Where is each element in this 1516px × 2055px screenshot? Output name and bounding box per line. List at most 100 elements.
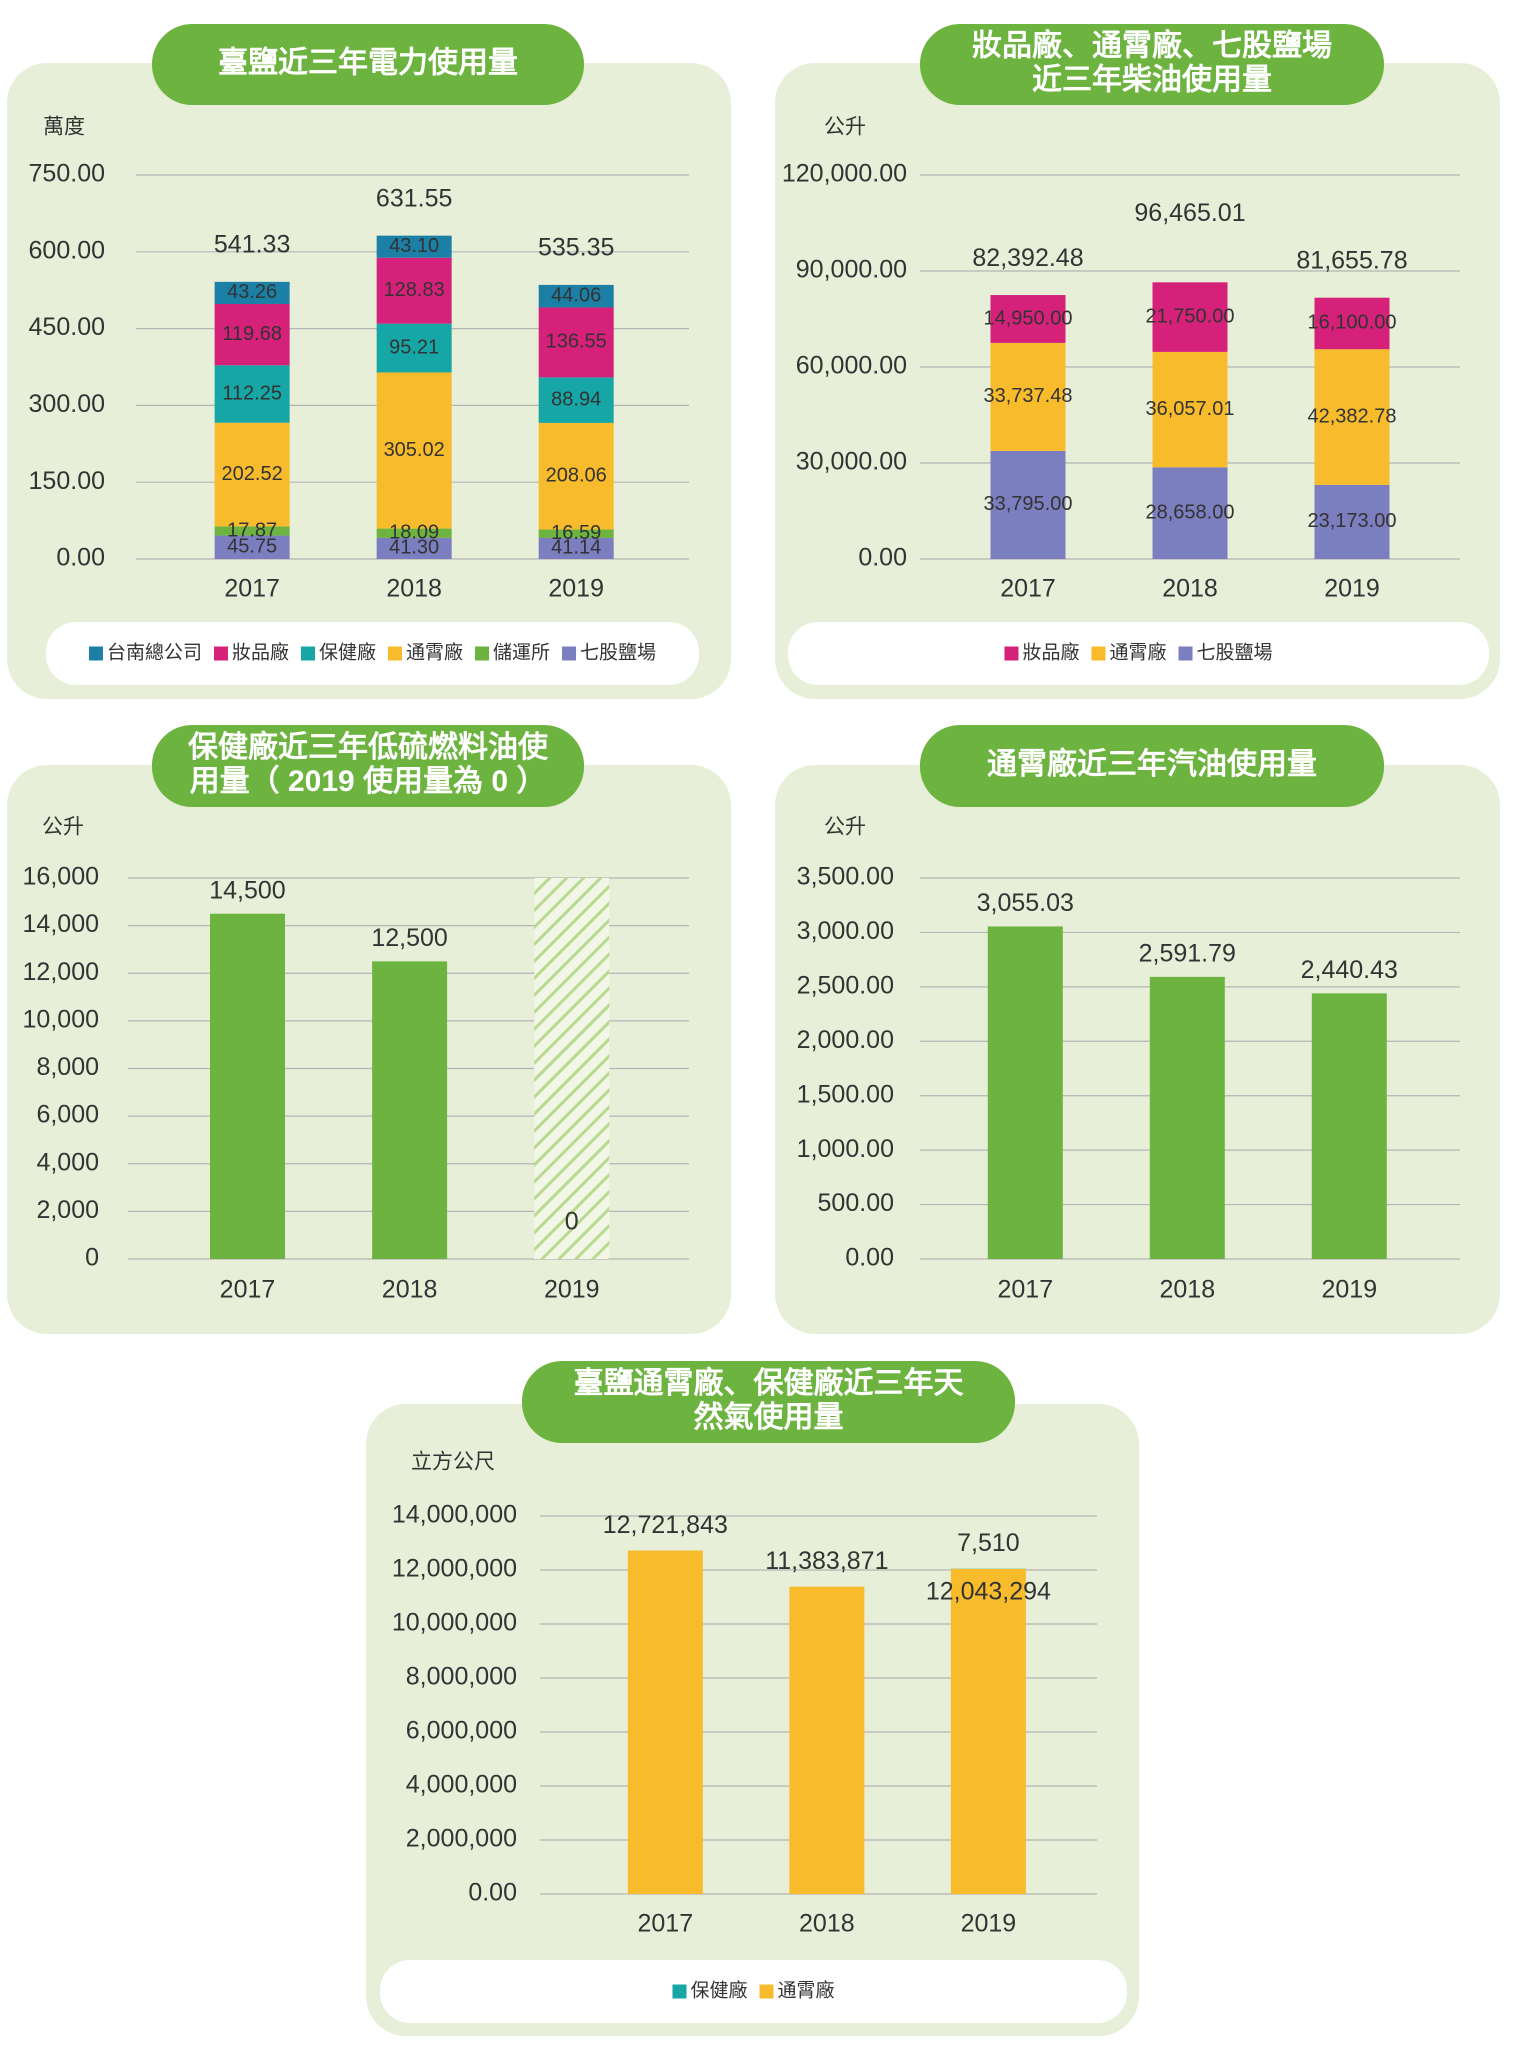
legend-box — [46, 622, 699, 685]
y-tick-label: 4,000,000 — [406, 1771, 517, 1799]
y-axis-label: 公升 — [824, 116, 866, 139]
bar-segment — [214, 535, 290, 559]
legend-swatch — [475, 646, 490, 661]
data-label: 43.10 — [389, 235, 439, 257]
data-label: 41.14 — [551, 537, 601, 559]
x-tick-label: 2019 — [544, 1276, 600, 1304]
data-label: 18.09 — [389, 522, 439, 544]
total-label: 81,655.78 — [1296, 246, 1407, 274]
bar-segment — [214, 526, 290, 536]
y-tick-label: 4,000 — [36, 1148, 99, 1176]
bar — [1311, 993, 1387, 1259]
y-tick-label: 8,000,000 — [406, 1663, 517, 1691]
bar-segment — [376, 372, 452, 529]
panel — [775, 63, 1500, 699]
x-tick-label: 2018 — [386, 575, 442, 603]
legend-label: 儲運所 — [493, 642, 550, 664]
y-tick-label: 14,000 — [23, 910, 99, 938]
data-label: 136.55 — [546, 331, 607, 353]
y-tick-label: 10,000 — [23, 1005, 99, 1033]
empty-bar-hatch — [534, 878, 610, 1259]
bar-segment — [376, 528, 452, 538]
panel — [366, 1404, 1139, 2036]
data-label: 202.52 — [222, 463, 283, 485]
bar-segment — [990, 450, 1066, 559]
title-pill — [522, 1361, 1015, 1443]
x-tick-label: 2019 — [1321, 1276, 1377, 1304]
legend-label: 七股鹽場 — [580, 642, 656, 664]
data-label: 16.59 — [551, 522, 601, 544]
legend-swatch — [300, 646, 315, 661]
chart-title: 妝品廠、通霄廠、七股鹽場 — [972, 28, 1332, 62]
legend-swatch — [1004, 646, 1019, 661]
legend-swatch — [213, 646, 228, 661]
bar-segment — [376, 537, 452, 559]
data-label: 21,750.00 — [1146, 305, 1235, 327]
panel — [7, 63, 731, 699]
y-tick-label: 450.00 — [29, 313, 105, 341]
y-tick-label: 0.00 — [845, 1244, 894, 1272]
total-label: 96,465.01 — [1134, 199, 1245, 227]
legend-swatch — [672, 1984, 687, 1999]
data-label: 41.30 — [389, 537, 439, 559]
data-label: 112.25 — [222, 382, 282, 404]
title-pill — [920, 725, 1384, 807]
legend-swatch — [562, 646, 577, 661]
data-label: 44.06 — [551, 284, 601, 306]
bar-segment — [538, 422, 614, 530]
bar — [1149, 976, 1225, 1259]
data-label: 128.83 — [384, 279, 445, 301]
bar-segment — [376, 257, 452, 324]
total-label: 631.55 — [376, 184, 452, 212]
bar-segment — [1152, 467, 1228, 559]
chart-title: 用量（ 2019 使用量為 0 ） — [190, 764, 547, 798]
chart-title: 保健廠近三年低硫燃料油使 — [188, 730, 549, 764]
data-label: 12,043,294 — [926, 1577, 1051, 1605]
y-tick-label: 6,000 — [36, 1101, 99, 1129]
y-tick-label: 14,000,000 — [392, 1501, 517, 1529]
x-tick-label: 2019 — [961, 1910, 1017, 1938]
y-tick-label: 120,000.00 — [782, 160, 907, 188]
bar-segment — [538, 307, 614, 378]
legend-swatch — [1091, 646, 1106, 661]
x-tick-label: 2018 — [1159, 1276, 1215, 1304]
panel — [7, 765, 731, 1334]
data-label: 119.68 — [222, 323, 282, 345]
bar-segment — [538, 284, 614, 308]
y-axis-label: 立方公尺 — [411, 1451, 495, 1474]
y-tick-label: 2,000 — [36, 1196, 99, 1224]
data-label: 45.75 — [227, 536, 277, 558]
legend-label: 台南總公司 — [107, 642, 202, 664]
y-tick-label: 0.00 — [858, 544, 907, 572]
bar-segment — [214, 303, 290, 366]
legend-label: 通霄廠 — [1109, 641, 1166, 664]
chart-title: 近三年柴油使用量 — [1032, 63, 1272, 96]
x-tick-label: 2019 — [1324, 575, 1380, 603]
data-label: 42,382.78 — [1308, 405, 1397, 427]
y-tick-label: 750.00 — [29, 160, 105, 188]
y-tick-label: 2,500.00 — [797, 971, 894, 999]
bar-segment — [1314, 349, 1390, 485]
chart-title: 通霄廠近三年汽油使用量 — [987, 747, 1317, 781]
data-label: 33,795.00 — [984, 493, 1073, 515]
bar-segment — [789, 1586, 865, 1894]
bar-segment — [950, 1568, 1026, 1894]
legend-label: 保健廠 — [319, 641, 376, 664]
y-tick-label: 300.00 — [29, 390, 105, 418]
data-label: 2,591.79 — [1139, 939, 1236, 967]
data-label: 36,057.01 — [1146, 398, 1235, 420]
legend-label: 通霄廠 — [406, 641, 463, 664]
data-label: 3,055.03 — [977, 889, 1074, 917]
chart-title: 然氣使用量 — [694, 1400, 844, 1434]
y-tick-label: 3,000.00 — [797, 917, 894, 945]
data-label: 16,100.00 — [1308, 312, 1397, 334]
bar-segment — [538, 537, 614, 559]
bar-segment — [627, 1550, 703, 1894]
bar — [209, 913, 285, 1259]
y-tick-label: 6,000,000 — [406, 1717, 517, 1745]
y-tick-label: 0.00 — [468, 1879, 517, 1907]
data-label: 88.94 — [551, 388, 601, 410]
y-tick-label: 0 — [85, 1244, 99, 1272]
y-axis-label: 公升 — [42, 816, 84, 839]
